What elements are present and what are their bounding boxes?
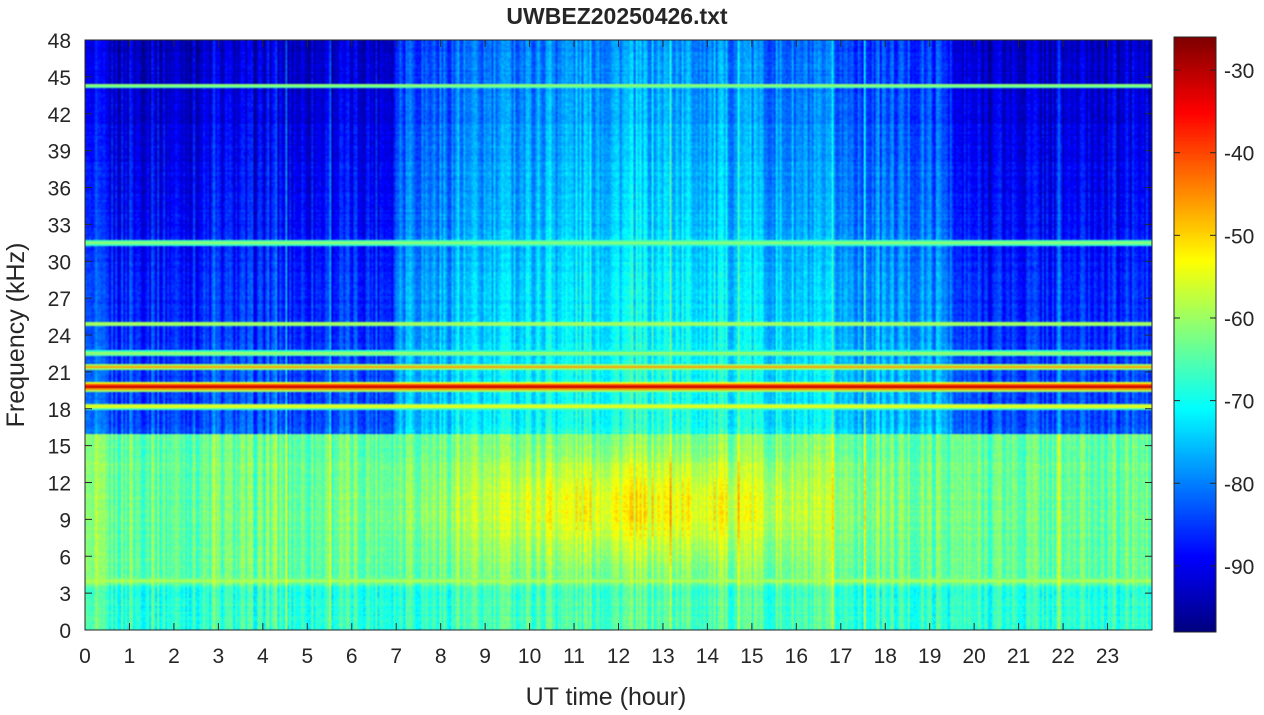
x-tick-label: 15 [740, 645, 763, 668]
x-tick-label: 5 [301, 645, 313, 668]
x-tick-label: 11 [563, 645, 585, 668]
colorbar-tick-label: -80 [1224, 473, 1254, 496]
x-tick-label: 2 [168, 645, 180, 668]
x-axis-label: UT time (hour) [526, 683, 687, 711]
y-tick-label: 36 [48, 178, 71, 201]
y-tick-label: 30 [48, 251, 71, 274]
x-tick-label: 19 [918, 645, 941, 668]
y-tick-label: 6 [59, 546, 71, 569]
colorbar-frame [1173, 36, 1217, 633]
x-tick-label: 12 [607, 645, 630, 668]
colorbar: -30 -40 -50 -60 -70 -80 -90 [1173, 36, 1254, 633]
y-tick-label: 15 [48, 436, 71, 459]
colorbar-tick-label: -40 [1224, 143, 1254, 166]
colorbar-tick-label: -30 [1224, 60, 1254, 83]
y-tick-label: 48 [48, 30, 71, 53]
x-tick-label: 23 [1096, 645, 1119, 668]
y-tick-label: 12 [48, 473, 71, 496]
y-tick-label: 24 [48, 325, 72, 348]
y-tick-label: 21 [48, 362, 71, 385]
colorbar-tick-label: -90 [1224, 556, 1254, 579]
chart-title: UWBEZ20250426.txt [506, 3, 727, 29]
x-tick-label: 6 [346, 645, 358, 668]
x-tick-label: 16 [785, 645, 808, 668]
x-tick-label: 17 [829, 645, 852, 668]
y-tick-label: 9 [59, 509, 71, 532]
x-tick-label: 3 [213, 645, 225, 668]
y-tick-label: 27 [48, 288, 71, 311]
y-tick-label: 39 [48, 141, 71, 164]
x-tick-label: 9 [479, 645, 491, 668]
x-tick-label: 0 [79, 645, 91, 668]
colorbar-tick-label: -50 [1224, 225, 1254, 248]
y-tick-label: 0 [59, 620, 71, 643]
x-tick-label: 1 [124, 645, 136, 668]
x-tick-label: 18 [874, 645, 897, 668]
x-tick-label: 4 [257, 645, 269, 668]
colorbar-gradient [1174, 37, 1216, 632]
plot-area [84, 39, 1153, 631]
x-tick-label: 10 [518, 645, 541, 668]
x-tick-label: 20 [962, 645, 985, 668]
colorbar-ticks: -30 -40 -50 -60 -70 -80 -90 [1174, 60, 1254, 579]
colorbar-tick-label: -60 [1224, 308, 1254, 331]
x-tick-label: 13 [651, 645, 674, 668]
y-tick-label: 33 [48, 214, 71, 237]
y-axis-label: Frequency (kHz) [2, 243, 30, 428]
colorbar-tick-label: -70 [1224, 391, 1254, 414]
x-tick-label: 22 [1051, 645, 1074, 668]
x-tick-label: 14 [696, 645, 720, 668]
x-tick-label: 7 [390, 645, 402, 668]
x-tick-label: 21 [1007, 645, 1030, 668]
y-tick-label: 3 [59, 583, 71, 606]
y-tick-label: 45 [48, 67, 71, 90]
x-axis: 0 1 2 3 4 5 6 7 8 9 10 11 12 13 14 15 16 17 18 19 20 21 22 23 [79, 40, 1119, 668]
x-tick-label: 8 [435, 645, 447, 668]
spectrogram-heatmap [85, 40, 1152, 630]
y-tick-label: 42 [48, 104, 71, 127]
y-tick-label: 18 [48, 399, 71, 422]
